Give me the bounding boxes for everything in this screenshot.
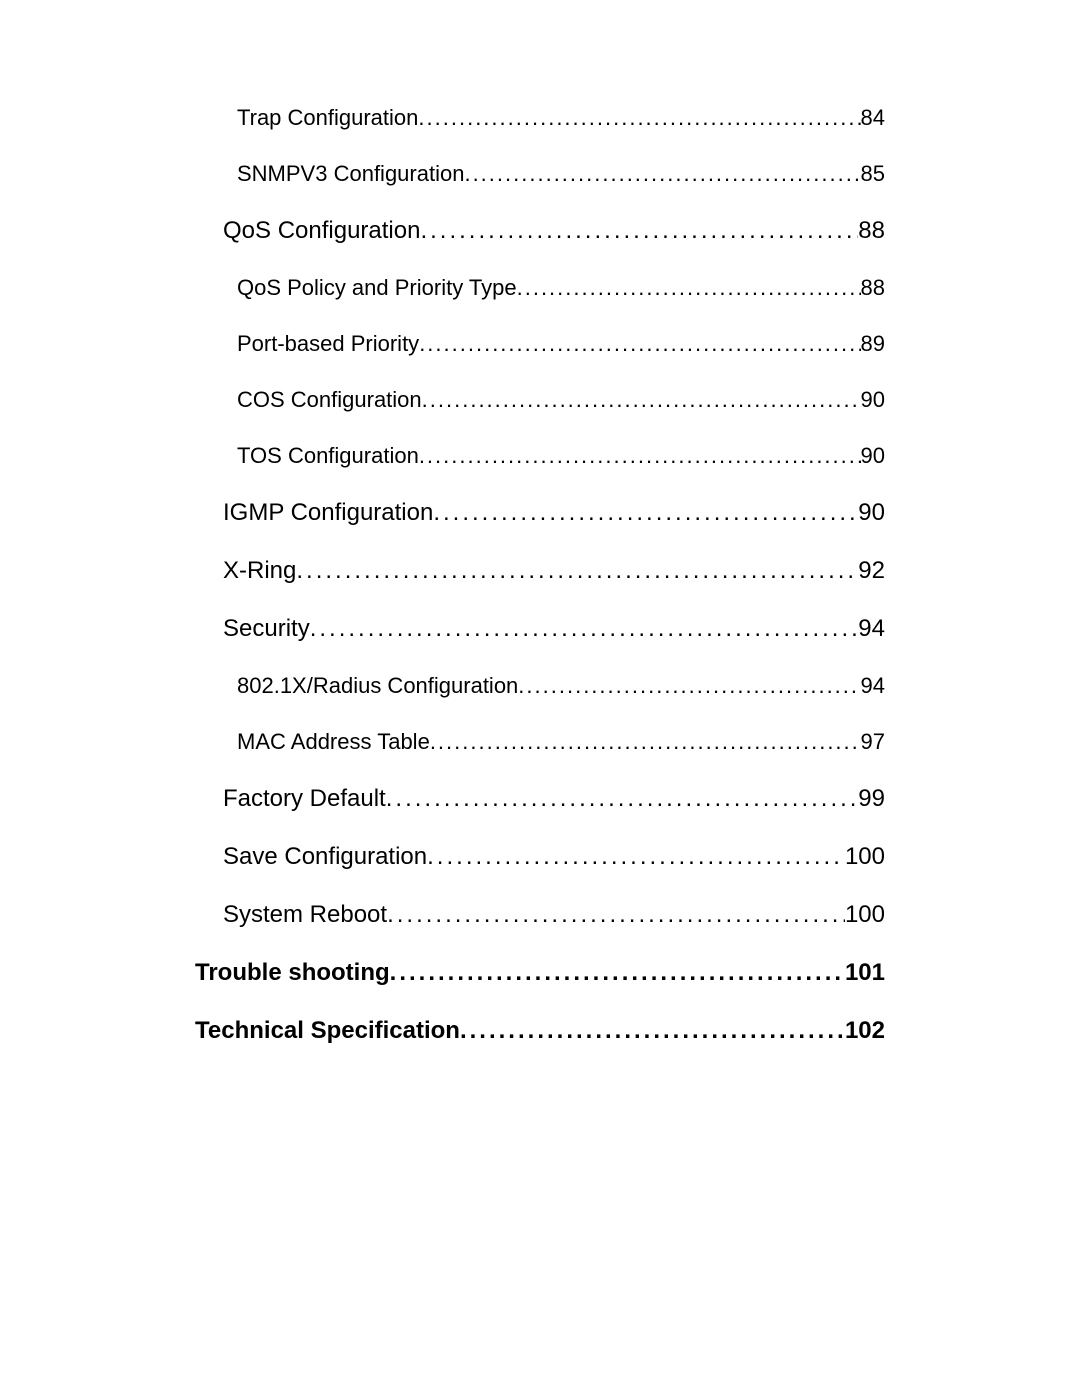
toc-entry: Security ...............................… <box>195 615 885 643</box>
toc-title: Technical Specification <box>195 1017 460 1045</box>
toc-title: TOS Configuration <box>237 443 419 469</box>
toc-entry: 802.1X/Radius Configuration ............… <box>195 673 885 699</box>
toc-leader-dots: ........................................… <box>390 959 845 987</box>
toc-page-number: 90 <box>861 387 885 413</box>
toc-entry: Port-based Priority ....................… <box>195 331 885 357</box>
toc-entry: Save Configuration .....................… <box>195 843 885 871</box>
toc-entry: Technical Specification ................… <box>195 1017 885 1045</box>
toc-page-number: 100 <box>845 901 885 929</box>
toc-title: QoS Configuration <box>223 217 420 245</box>
toc-leader-dots: ........................................… <box>433 499 858 527</box>
toc-page-number: 88 <box>858 217 885 245</box>
toc-title: 802.1X/Radius Configuration <box>237 673 518 699</box>
toc-title: COS Configuration <box>237 387 422 413</box>
toc-entry: X-Ring .................................… <box>195 557 885 585</box>
toc-entry: Trap Configuration .....................… <box>195 105 885 131</box>
toc-leader-dots: ........................................… <box>517 275 861 301</box>
toc-title: MAC Address Table <box>237 729 430 755</box>
toc-leader-dots: ........................................… <box>310 615 859 643</box>
toc-entry: TOS Configuration ......................… <box>195 443 885 469</box>
toc-page-number: 90 <box>861 443 885 469</box>
toc-leader-dots: ........................................… <box>460 1017 845 1045</box>
toc-leader-dots: ........................................… <box>296 557 858 585</box>
toc-leader-dots: ........................................… <box>418 105 860 131</box>
toc-title: SNMPV3 Configuration <box>237 161 464 187</box>
toc-page-number: 84 <box>861 105 885 131</box>
table-of-contents: Trap Configuration .....................… <box>195 105 885 1045</box>
toc-leader-dots: ........................................… <box>387 901 845 929</box>
toc-leader-dots: ........................................… <box>518 673 860 699</box>
toc-title: X-Ring <box>223 557 296 585</box>
toc-leader-dots: ........................................… <box>430 729 861 755</box>
toc-title: Security <box>223 615 310 643</box>
toc-page-number: 94 <box>858 615 885 643</box>
toc-page-number: 89 <box>861 331 885 357</box>
toc-entry: Factory Default ........................… <box>195 785 885 813</box>
toc-entry: COS Configuration ......................… <box>195 387 885 413</box>
toc-page-number: 101 <box>845 959 885 987</box>
toc-leader-dots: ........................................… <box>464 161 860 187</box>
toc-page-number: 90 <box>858 499 885 527</box>
toc-page-number: 88 <box>861 275 885 301</box>
toc-entry: QoS Policy and Priority Type ...........… <box>195 275 885 301</box>
toc-leader-dots: ........................................… <box>422 387 861 413</box>
toc-page-number: 94 <box>861 673 885 699</box>
toc-page-number: 92 <box>858 557 885 585</box>
toc-page-number: 102 <box>845 1017 885 1045</box>
toc-leader-dots: ........................................… <box>419 331 860 357</box>
toc-page-number: 99 <box>858 785 885 813</box>
toc-title: Port-based Priority <box>237 331 419 357</box>
toc-page-number: 100 <box>845 843 885 871</box>
toc-entry: IGMP Configuration .....................… <box>195 499 885 527</box>
toc-entry: QoS Configuration ......................… <box>195 217 885 245</box>
toc-title: Trouble shooting <box>195 959 390 987</box>
toc-page-number: 85 <box>861 161 885 187</box>
toc-title: QoS Policy and Priority Type <box>237 275 517 301</box>
toc-leader-dots: ........................................… <box>427 843 845 871</box>
toc-entry: System Reboot ..........................… <box>195 901 885 929</box>
toc-entry: MAC Address Table ......................… <box>195 729 885 755</box>
toc-leader-dots: ........................................… <box>419 443 861 469</box>
toc-entry: SNMPV3 Configuration ...................… <box>195 161 885 187</box>
toc-entry: Trouble shooting .......................… <box>195 959 885 987</box>
toc-leader-dots: ........................................… <box>420 217 858 245</box>
toc-page-number: 97 <box>861 729 885 755</box>
toc-title: IGMP Configuration <box>223 499 433 527</box>
toc-title: Factory Default <box>223 785 386 813</box>
toc-title: Trap Configuration <box>237 105 418 131</box>
toc-title: Save Configuration <box>223 843 427 871</box>
toc-leader-dots: ........................................… <box>386 785 859 813</box>
toc-title: System Reboot <box>223 901 387 929</box>
